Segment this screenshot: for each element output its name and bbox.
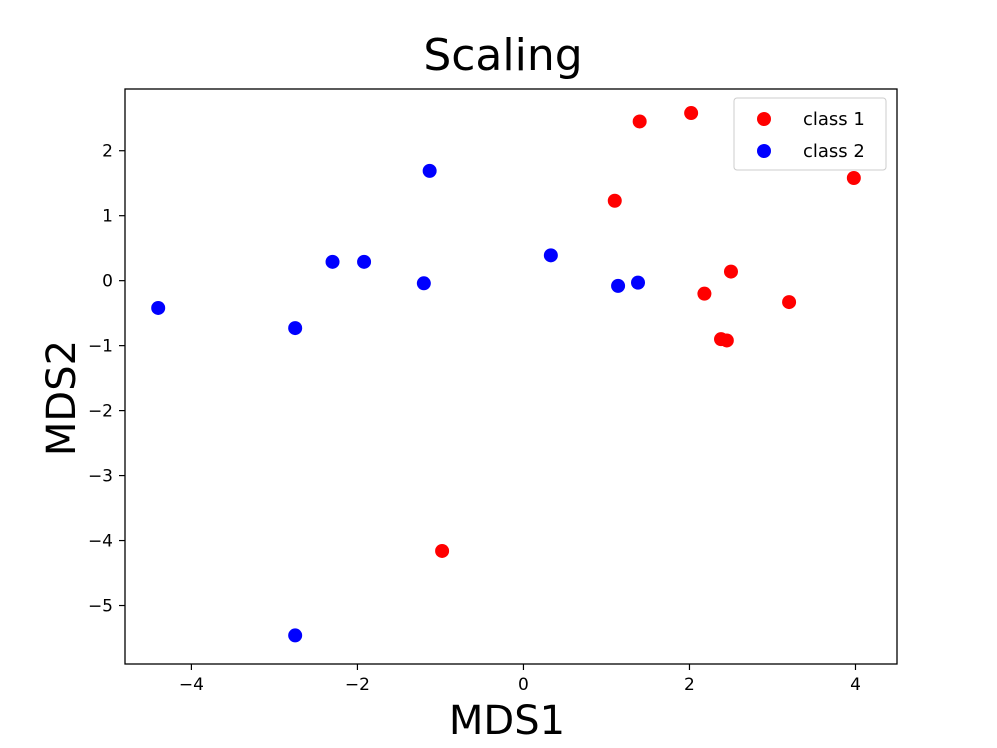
y-tick-label: −3 [88, 467, 113, 487]
data-point [288, 628, 303, 643]
x-tick-label: 4 [850, 675, 861, 695]
y-tick-label: 2 [102, 142, 113, 162]
y-tick-label: −4 [88, 532, 113, 552]
y-tick-label: 1 [102, 207, 113, 227]
x-tick-label: 2 [684, 675, 695, 695]
y-axis: 2 1 0 −1 −2 −3 −4 −5 [88, 142, 125, 617]
x-tick-label: 0 [518, 675, 529, 695]
data-point [607, 193, 622, 208]
data-point [697, 286, 712, 301]
data-point [325, 254, 340, 269]
y-tick-label: −5 [88, 597, 113, 617]
data-point [288, 321, 303, 336]
data-point [846, 171, 861, 186]
data-point [632, 114, 647, 129]
data-point [684, 106, 699, 121]
x-axis-label: MDS1 [449, 698, 565, 744]
data-point [416, 276, 431, 291]
chart-title: Scaling [423, 30, 582, 81]
legend: class 1 class 2 [733, 97, 887, 171]
data-point [422, 163, 437, 178]
y-tick-label: −1 [88, 337, 113, 357]
y-axis-label: MDS2 [39, 340, 85, 456]
plot-area [124, 88, 898, 665]
legend-marker [757, 112, 771, 126]
x-tick-label: −2 [345, 675, 370, 695]
data-point [723, 264, 738, 279]
data-point [435, 543, 450, 558]
legend-label: class 2 [803, 141, 865, 162]
y-tick-label: −2 [88, 402, 113, 422]
legend-marker [757, 144, 771, 158]
data-point [631, 275, 646, 290]
y-tick-label: 0 [102, 272, 113, 292]
legend-box [733, 97, 887, 171]
data-point [543, 248, 558, 263]
x-tick-label: −4 [179, 675, 204, 695]
x-axis: −4 −2 0 2 4 [179, 664, 861, 695]
legend-label: class 1 [803, 109, 865, 130]
data-point [357, 254, 372, 269]
data-point [151, 300, 166, 315]
data-point [719, 333, 734, 348]
data-point [611, 278, 626, 293]
data-point [782, 295, 797, 310]
data-points [151, 106, 861, 643]
